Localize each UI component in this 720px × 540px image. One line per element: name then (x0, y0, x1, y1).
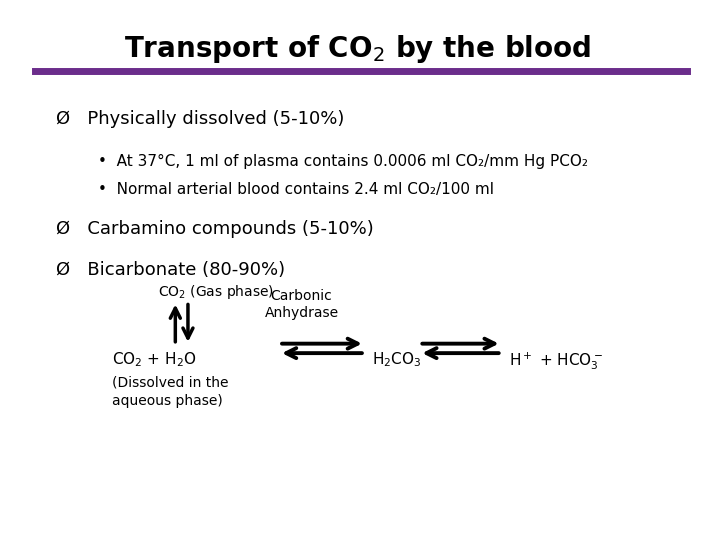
Text: Transport of CO$_2$ by the blood: Transport of CO$_2$ by the blood (124, 33, 591, 65)
Text: Carbonic
Anhydrase: Carbonic Anhydrase (264, 289, 338, 320)
Text: •  Normal arterial blood contains 2.4 ml CO₂/100 ml: • Normal arterial blood contains 2.4 ml … (98, 181, 494, 197)
Text: Ø   Physically dissolved (5-10%): Ø Physically dissolved (5-10%) (56, 110, 344, 127)
Text: •  At 37°C, 1 ml of plasma contains 0.0006 ml CO₂/mm Hg PCO₂: • At 37°C, 1 ml of plasma contains 0.000… (98, 154, 588, 169)
Text: CO$_2$ + H$_2$O: CO$_2$ + H$_2$O (112, 350, 197, 369)
Text: H$^+$ + HCO$_3^-$: H$^+$ + HCO$_3^-$ (508, 350, 603, 372)
Text: H$_2$CO$_3$: H$_2$CO$_3$ (372, 350, 421, 369)
Text: Ø   Bicarbonate (80-90%): Ø Bicarbonate (80-90%) (56, 260, 285, 279)
Text: CO$_2$ (Gas phase): CO$_2$ (Gas phase) (158, 282, 274, 301)
Text: (Dissolved in the
aqueous phase): (Dissolved in the aqueous phase) (112, 375, 229, 408)
Text: Ø   Carbamino compounds (5-10%): Ø Carbamino compounds (5-10%) (56, 220, 374, 238)
